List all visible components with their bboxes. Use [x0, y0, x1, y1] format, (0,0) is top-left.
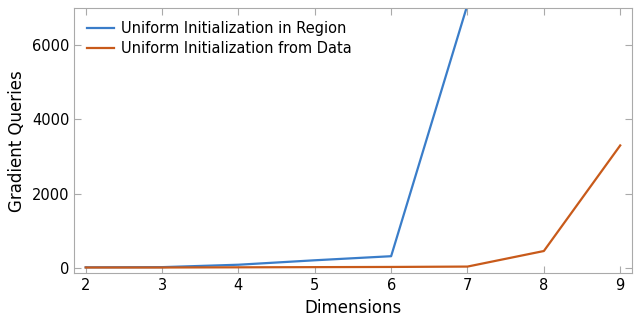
Uniform Initialization in Region	[158, 265, 166, 269]
Uniform Initialization from Data	[235, 266, 243, 269]
Uniform Initialization from Data	[387, 265, 395, 269]
Uniform Initialization from Data	[616, 143, 624, 147]
Uniform Initialization from Data	[540, 249, 548, 253]
Uniform Initialization in Region	[82, 266, 90, 269]
Uniform Initialization in Region	[463, 3, 471, 6]
Y-axis label: Gradient Queries: Gradient Queries	[8, 70, 26, 212]
Uniform Initialization in Region	[311, 258, 319, 262]
X-axis label: Dimensions: Dimensions	[305, 299, 401, 317]
Line: Uniform Initialization from Data: Uniform Initialization from Data	[86, 145, 620, 267]
Uniform Initialization from Data	[463, 265, 471, 268]
Uniform Initialization from Data	[158, 266, 166, 269]
Line: Uniform Initialization in Region: Uniform Initialization in Region	[86, 5, 467, 267]
Legend: Uniform Initialization in Region, Uniform Initialization from Data: Uniform Initialization in Region, Unifor…	[81, 16, 358, 62]
Uniform Initialization from Data	[82, 266, 90, 269]
Uniform Initialization from Data	[311, 265, 319, 269]
Uniform Initialization in Region	[235, 263, 243, 267]
Uniform Initialization in Region	[387, 254, 395, 258]
